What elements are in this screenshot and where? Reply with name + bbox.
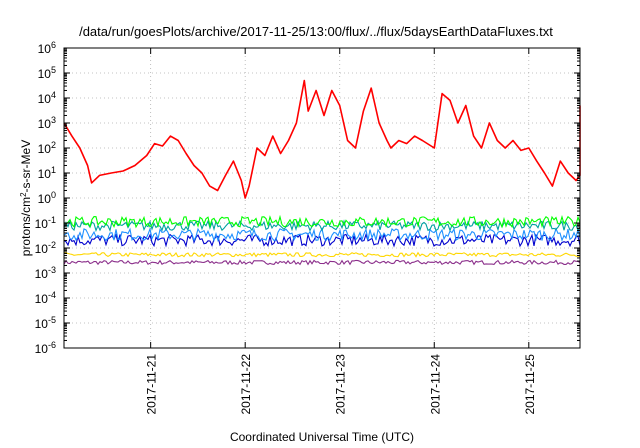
y-axis: 10-6 10-5 10-4 10-3 10-2 10-1 100 101 102 103 104 1… bbox=[35, 40, 580, 356]
y-tick-label: 10-5 bbox=[35, 315, 56, 331]
x-tick-label: 2017-11-23 bbox=[334, 354, 348, 415]
y-tick-label: 106 bbox=[38, 40, 56, 56]
y-tick-label: 105 bbox=[38, 65, 56, 81]
y-tick-label: 101 bbox=[38, 165, 56, 181]
y-tick-label: 10-3 bbox=[35, 265, 56, 281]
series-line bbox=[63, 232, 581, 248]
series-line bbox=[63, 214, 581, 229]
x-tick-label: 2017-11-22 bbox=[239, 354, 253, 415]
x-tick-label: 2017-11-21 bbox=[145, 354, 159, 415]
series-line-main bbox=[63, 79, 581, 199]
y-axis-label-main: protons/cm bbox=[19, 197, 33, 256]
series-line bbox=[63, 219, 581, 233]
y-tick-label: 10-4 bbox=[35, 290, 56, 306]
x-axis: 2017-11-21 2017-11-22 2017-11-23 2017-11-24… bbox=[145, 48, 537, 415]
y-tick-label: 102 bbox=[38, 140, 56, 156]
y-axis-label-superscript: 2 bbox=[19, 192, 28, 197]
y-tick-label: 104 bbox=[38, 90, 56, 106]
series-line bbox=[63, 259, 581, 266]
y-tick-label: 10-2 bbox=[35, 240, 56, 256]
x-tick-label: 2017-11-24 bbox=[428, 354, 442, 415]
y-axis-label-suffix: -s-sr-MeV bbox=[19, 140, 33, 193]
x-axis-label: Coordinated Universal Time (UTC) bbox=[230, 430, 414, 444]
y-tick-label: 103 bbox=[38, 115, 56, 131]
y-tick-label: 10-1 bbox=[35, 215, 56, 231]
series-line bbox=[63, 251, 581, 258]
plot-area bbox=[64, 48, 580, 348]
y-axis-label: protons/cm2-s-sr-MeV bbox=[19, 140, 34, 256]
chart-title: /data/run/goesPlots/archive/2017-11-25/1… bbox=[79, 24, 553, 39]
series-layer bbox=[63, 79, 581, 266]
y-tick-label: 10-6 bbox=[35, 340, 56, 356]
x-tick-label: 2017-11-25 bbox=[523, 354, 537, 415]
y-tick-label: 100 bbox=[38, 190, 56, 206]
